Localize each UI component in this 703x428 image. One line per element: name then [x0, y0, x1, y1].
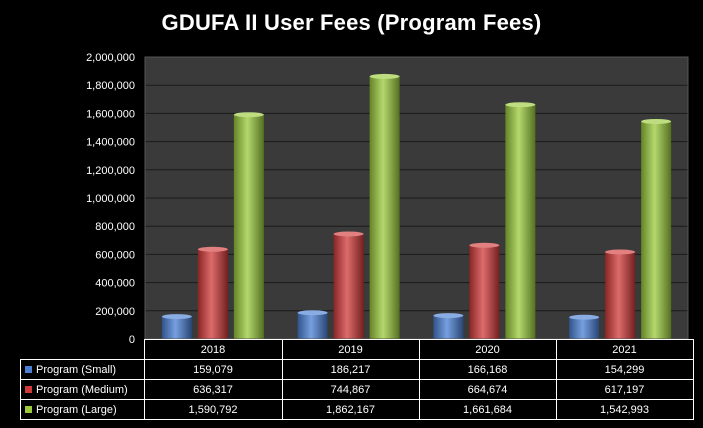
- legend-label: Program (Large): [36, 403, 117, 416]
- table-cell: 154,299: [555, 359, 694, 380]
- bar-program-small-2018: [161, 316, 192, 339]
- table-cell: 617,197: [555, 379, 694, 400]
- table-cell: 159,079: [143, 359, 283, 380]
- x-category-label: 2018: [143, 339, 283, 360]
- table-row: Program (Small) 159,079 186,217 166,168 154,…: [20, 359, 694, 380]
- table-cell: 1,590,792: [143, 399, 283, 420]
- y-tick-label: 200,000: [95, 306, 135, 318]
- table-cell: 186,217: [281, 359, 420, 380]
- data-table: 2018 2019 2020 2021 Program (Small) 159,079 18…: [20, 339, 694, 420]
- y-tick-label: 1,400,000: [86, 137, 135, 149]
- legend-entry: Program (Large): [20, 399, 145, 420]
- bar-top-cap: [297, 310, 328, 316]
- table-cell: 1,862,167: [281, 399, 420, 420]
- bar-top-cap: [197, 246, 228, 252]
- legend-entry: Program (Small): [20, 359, 145, 380]
- legend-entry: Program (Medium): [20, 379, 145, 400]
- y-tick-label: 800,000: [95, 221, 135, 233]
- y-tick-label: 1,600,000: [86, 108, 135, 120]
- y-tick-label: 600,000: [95, 249, 135, 261]
- bar-top-cap: [505, 102, 536, 108]
- bar-program-large-2021: [641, 121, 672, 339]
- bar-top-cap: [433, 313, 464, 319]
- legend-swatch: [25, 365, 32, 373]
- bar-program-small-2021: [569, 317, 600, 339]
- y-tick-label: 1,800,000: [86, 80, 135, 92]
- y-tick-label: 1,200,000: [86, 165, 135, 177]
- bar-top-cap: [469, 242, 500, 248]
- bar-program-medium-2020: [469, 245, 500, 339]
- bar-top-cap: [369, 73, 400, 79]
- bar-top-cap: [641, 118, 672, 124]
- bar-top-cap: [605, 249, 636, 255]
- y-tick-label: 2,000,000: [86, 52, 135, 64]
- legend-swatch: [25, 405, 32, 413]
- x-category-label: 2020: [418, 339, 557, 360]
- table-cell: 1,661,684: [418, 399, 557, 420]
- y-tick-label: 1,000,000: [86, 193, 135, 205]
- bar-program-small-2019: [297, 312, 328, 339]
- bar-program-medium-2021: [605, 251, 636, 339]
- table-corner: [20, 339, 145, 360]
- x-category-label: 2021: [555, 339, 694, 360]
- bar-program-medium-2019: [333, 233, 364, 339]
- chart-title: GDUFA II User Fees (Program Fees): [161, 10, 542, 35]
- bar-program-large-2018: [233, 114, 264, 339]
- table-cell: 166,168: [418, 359, 557, 380]
- bar-top-cap: [161, 314, 192, 320]
- table-cell: 664,674: [418, 379, 557, 400]
- bar-program-small-2020: [433, 315, 464, 339]
- legend-label: Program (Small): [36, 363, 117, 376]
- table-row: Program (Medium) 636,317 744,867 664,674 617…: [20, 379, 694, 400]
- table-header-row: 2018 2019 2020 2021: [20, 339, 694, 360]
- bar-program-large-2020: [505, 104, 536, 340]
- legend-swatch: [25, 385, 32, 393]
- bar-top-cap: [233, 112, 264, 118]
- bar-program-large-2019: [369, 76, 400, 340]
- legend-label: Program (Medium): [36, 383, 128, 396]
- bar-program-medium-2018: [197, 249, 228, 339]
- table-cell: 1,542,993: [555, 399, 694, 420]
- table-cell: 744,867: [281, 379, 420, 400]
- x-category-label: 2019: [281, 339, 420, 360]
- bar-top-cap: [569, 314, 600, 320]
- table-cell: 636,317: [143, 379, 283, 400]
- y-tick-label: 400,000: [95, 278, 135, 290]
- table-row: Program (Large) 1,590,792 1,862,167 1,661,6…: [20, 399, 694, 420]
- bar-top-cap: [333, 231, 364, 237]
